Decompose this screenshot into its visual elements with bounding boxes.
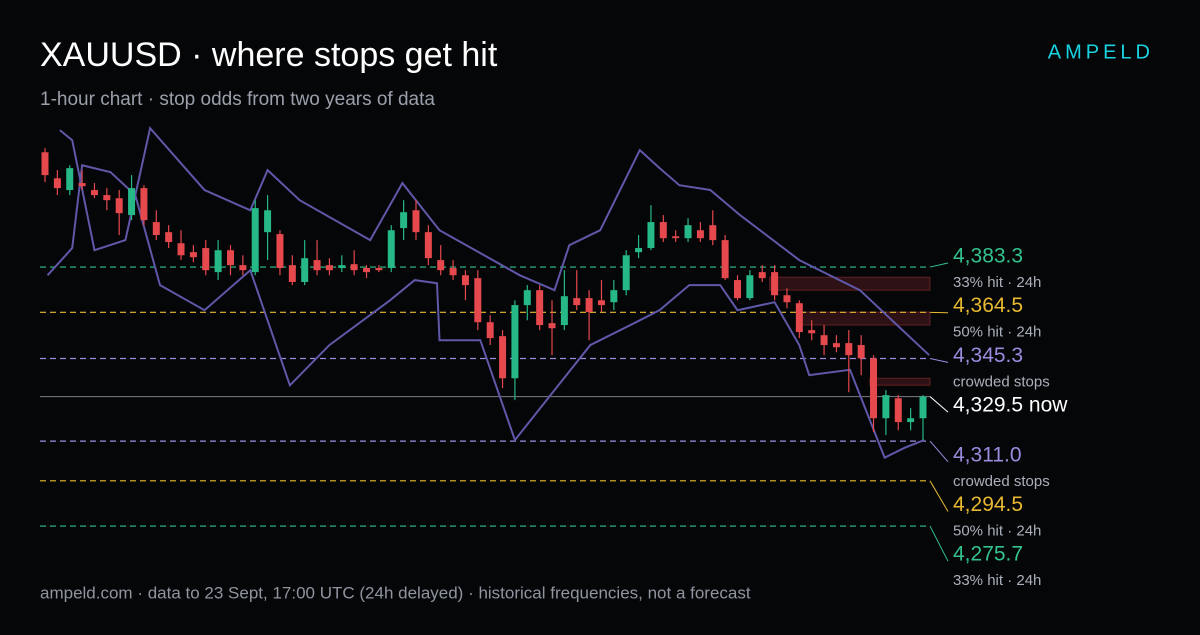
candle-body: [635, 248, 642, 252]
level-label: 4,364.5: [953, 294, 1023, 317]
footer: ampeld.com · data to 23 Sept, 17:00 UTC …: [40, 583, 751, 602]
candle-body: [746, 275, 753, 298]
candle-body: [647, 222, 654, 248]
candle-body: [326, 265, 333, 270]
candle-body: [54, 178, 61, 188]
brand: AMPELD: [1048, 41, 1154, 63]
candle-body: [264, 210, 271, 232]
candle-body: [685, 225, 692, 238]
candle-body: [276, 234, 283, 268]
candle-body: [845, 343, 852, 355]
level-label: 4,311.0: [953, 443, 1022, 466]
candle-body: [610, 290, 617, 302]
candle-body: [771, 272, 778, 295]
candle-body: [289, 265, 296, 282]
candle-body: [338, 265, 345, 268]
candle-body: [400, 212, 407, 228]
level-note: 33% hit · 24h: [953, 274, 1041, 291]
candle-body: [660, 222, 667, 238]
candle-body: [474, 278, 481, 322]
candle-body: [178, 243, 185, 255]
candle-body: [586, 298, 593, 312]
candle-body: [66, 168, 73, 190]
candle-body: [227, 250, 234, 265]
candle-body: [351, 264, 358, 270]
level-note: 33% hit · 24h: [953, 572, 1041, 589]
level-label: 4,294.5: [953, 493, 1023, 516]
candle-body: [734, 280, 741, 298]
candle-body: [783, 295, 790, 302]
candle-body: [709, 225, 716, 240]
candle-body: [821, 335, 828, 345]
candle-body: [882, 395, 889, 418]
level-note: crowded stops: [953, 373, 1050, 390]
level-note: 50% hit · 24h: [953, 522, 1041, 539]
candle-body: [598, 300, 605, 305]
candle-body: [239, 265, 246, 270]
level-note: crowded stops: [953, 473, 1050, 490]
candle-body: [895, 398, 902, 422]
candle-body: [549, 323, 556, 328]
candle-body: [499, 336, 506, 378]
stop-zone: [799, 312, 930, 325]
candle-body: [116, 198, 123, 213]
chart-subtitle: 1-hour chart · stop odds from two years …: [40, 89, 435, 110]
level-label: 4,275.7: [953, 543, 1023, 566]
candle-body: [722, 240, 729, 278]
candle-body: [375, 268, 382, 270]
candle-body: [833, 343, 840, 347]
candle-body: [450, 268, 457, 275]
candle-body: [536, 290, 543, 325]
candle-body: [128, 188, 135, 215]
candle-body: [91, 190, 98, 195]
candle-body: [140, 188, 147, 220]
candle-body: [487, 322, 494, 338]
candle-body: [759, 272, 766, 278]
candle-body: [920, 397, 927, 419]
candle-body: [437, 260, 444, 270]
candle-body: [697, 230, 704, 238]
candle-body: [165, 232, 172, 242]
candle-body: [907, 418, 914, 422]
level-label: 4,329.5 now: [953, 394, 1068, 417]
candle-body: [672, 236, 679, 238]
candle-body: [103, 195, 110, 200]
candle-body: [573, 298, 580, 305]
candle-body: [42, 152, 49, 175]
candle-body: [425, 232, 432, 258]
candle-body: [252, 208, 259, 272]
level-note: 50% hit · 24h: [953, 324, 1041, 341]
candle-body: [858, 345, 865, 358]
candle-body: [153, 222, 160, 235]
candle-body: [388, 230, 395, 268]
stop-zone: [870, 378, 930, 385]
candle-body: [202, 248, 209, 270]
level-label: 4,383.3: [953, 245, 1023, 268]
candle-body: [462, 275, 469, 285]
candle-body: [623, 255, 630, 290]
candle-body: [190, 252, 197, 257]
candle-body: [870, 358, 877, 418]
chart-title: XAUUSD · where stops get hit: [40, 36, 498, 74]
candle-body: [215, 250, 222, 272]
stop-zone: [770, 277, 930, 290]
candle-body: [412, 210, 419, 232]
candle-body: [524, 290, 531, 305]
candle-body: [314, 260, 321, 270]
candle-body: [511, 305, 518, 378]
candle-body: [301, 258, 308, 282]
candle-body: [79, 183, 86, 186]
candle-body: [796, 303, 803, 332]
candle-body: [363, 268, 370, 272]
level-label: 4,345.3: [953, 344, 1023, 367]
candle-body: [808, 330, 815, 333]
candle-body: [561, 296, 568, 325]
